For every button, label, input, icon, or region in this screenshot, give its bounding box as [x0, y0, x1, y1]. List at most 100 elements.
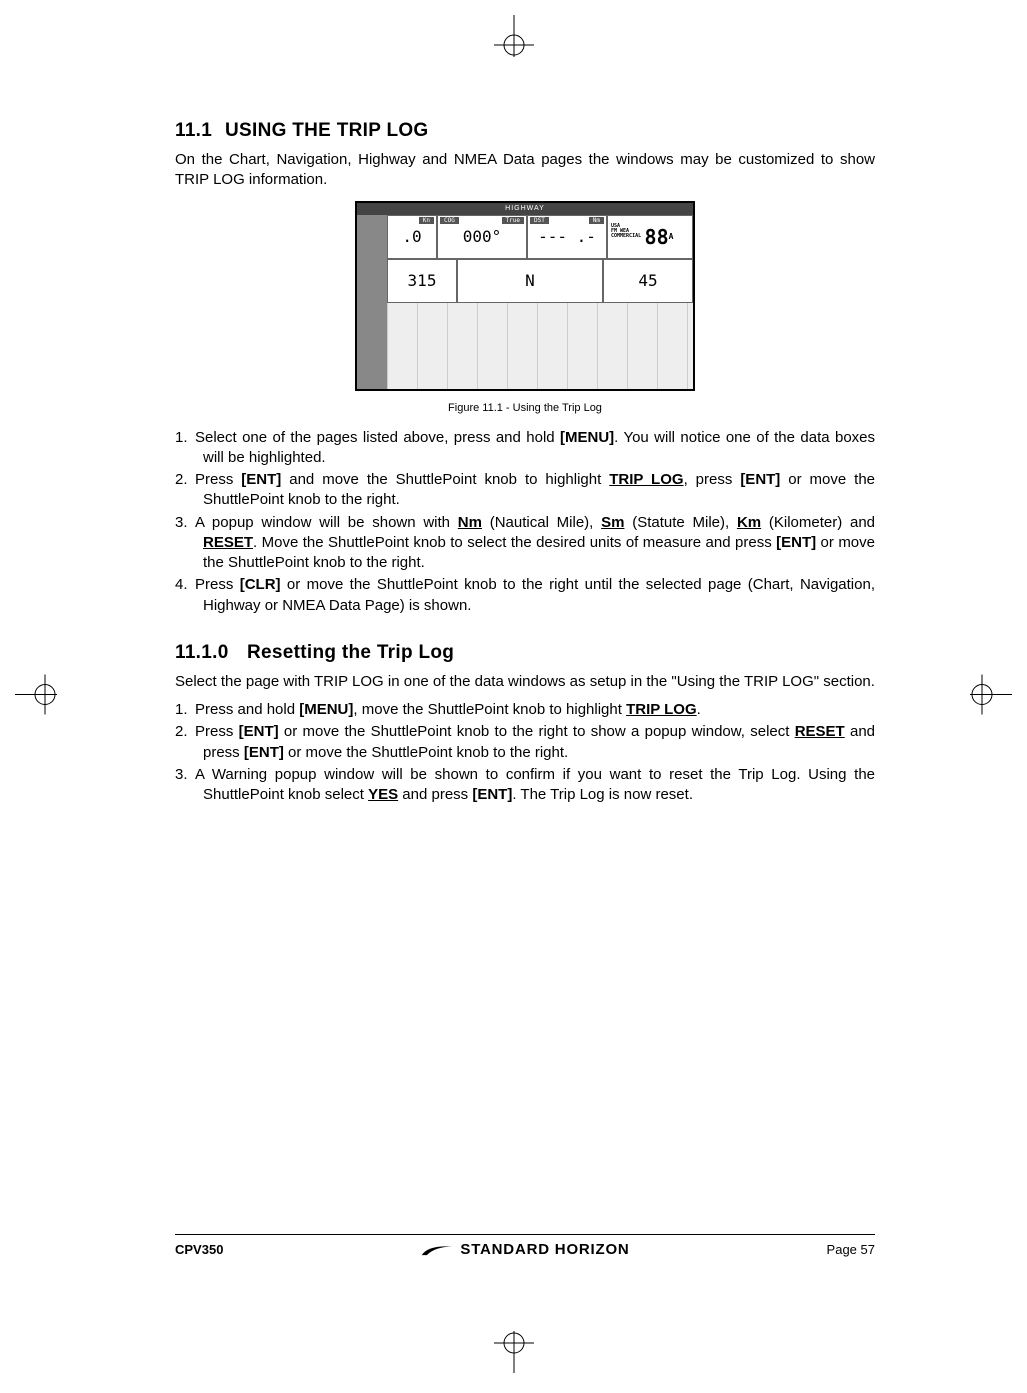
fig-value: 315 — [408, 271, 437, 290]
t: (Statute Mile), — [624, 514, 736, 531]
fig-value: .0 — [402, 227, 421, 246]
section-number: 11.1 — [175, 120, 225, 142]
list-item: 2.Press [ENT] or move the ShuttlePoint k… — [175, 722, 875, 763]
t: , move the ShuttlePoint knob to highligh… — [353, 701, 626, 718]
t: Press — [195, 723, 239, 740]
sub-intro-text: Select the page with TRIP LOG in one of … — [175, 672, 875, 692]
t: or move the ShuttlePoint knob to the rig… — [279, 723, 795, 740]
t: or move the ShuttlePoint knob to the rig… — [203, 576, 875, 613]
key: [ENT] — [776, 534, 816, 551]
t: A popup window will be shown with — [195, 514, 458, 531]
fig-value: 88 — [645, 225, 669, 249]
t: , press — [684, 471, 741, 488]
steps-list-a: 1.Select one of the pages listed above, … — [175, 428, 875, 616]
list-num: 3. — [175, 513, 195, 533]
t: Press — [195, 471, 241, 488]
fig-value: --- .- — [538, 227, 596, 246]
list-item: 4.Press [CLR] or move the ShuttlePoint k… — [175, 575, 875, 616]
t: and press — [398, 786, 472, 803]
footer-model: CPV350 — [175, 1242, 223, 1257]
fig-cell-cog: COG True 000° — [437, 215, 527, 259]
fig-label: Nm — [589, 217, 604, 224]
key: [CLR] — [240, 576, 281, 593]
figure-container: HIGHWAY Kn .0 COG True 000° DST Nm --- .… — [175, 201, 875, 414]
list-num: 4. — [175, 575, 195, 595]
fig-sidebar — [357, 215, 387, 389]
page-footer: CPV350 STANDARD HORIZON Page 57 — [175, 1234, 875, 1258]
list-item: 1.Press and hold [MENU], move the Shuttl… — [175, 700, 875, 720]
brand-swoosh-icon — [420, 1243, 454, 1257]
list-num: 2. — [175, 470, 195, 490]
list-item: 3.A popup window will be shown with Nm (… — [175, 513, 875, 574]
list-num: 3. — [175, 765, 195, 785]
fig-cell-dst: DST Nm --- .- — [527, 215, 607, 259]
key: [ENT] — [239, 723, 279, 740]
t: . The Trip Log is now reset. — [512, 786, 693, 803]
t: Press — [195, 576, 240, 593]
t: (Nautical Mile), — [482, 514, 601, 531]
ul: RESET — [795, 723, 845, 740]
ul: Nm — [458, 514, 482, 531]
page-content: 11.1USING THE TRIP LOG On the Chart, Nav… — [175, 120, 875, 807]
subsection-heading: 11.1.0Resetting the Trip Log — [175, 642, 875, 664]
t: and move the ShuttlePoint knob to highli… — [281, 471, 609, 488]
section-title: USING THE TRIP LOG — [225, 120, 429, 141]
fig-label: True — [502, 217, 524, 224]
t: (Kilometer) and — [761, 514, 875, 531]
fig-label: Kn — [419, 217, 434, 224]
key: [MENU] — [299, 701, 353, 718]
figure-caption: Figure 11.1 - Using the Trip Log — [175, 402, 875, 414]
fig-label: COG — [440, 217, 459, 224]
steps-list-b: 1.Press and hold [MENU], move the Shuttl… — [175, 700, 875, 805]
fig-row1: Kn .0 COG True 000° DST Nm --- .- USA FM — [387, 215, 693, 259]
ul: TRIP LOG — [626, 701, 697, 718]
footer-brand: STANDARD HORIZON — [420, 1241, 629, 1258]
crop-mark-left — [15, 659, 60, 734]
fig-value: 45 — [638, 271, 657, 290]
subsection-number: 11.1.0 — [175, 642, 247, 664]
t: . Move the ShuttlePoint knob to select t… — [253, 534, 776, 551]
t: Select one of the pages listed above, pr… — [195, 429, 560, 446]
fig-small: COMMERCIAL — [611, 234, 641, 239]
fig-highway-grid — [387, 303, 693, 389]
crop-mark-bottom — [479, 1328, 549, 1378]
footer-page: Page 57 — [827, 1242, 875, 1257]
list-item: 1.Select one of the pages listed above, … — [175, 428, 875, 469]
t: or move the ShuttlePoint knob to the rig… — [284, 744, 568, 761]
ul: YES — [368, 786, 398, 803]
list-item: 3.A Warning popup window will be shown t… — [175, 765, 875, 806]
ul: Km — [737, 514, 761, 531]
t: Press and hold — [195, 701, 299, 718]
ul: Sm — [601, 514, 624, 531]
key: [MENU] — [560, 429, 614, 446]
fig-value: N — [525, 271, 535, 290]
fig-cell-heading: 315 — [387, 259, 457, 303]
fig-cell-channel: USA FM WEA COMMERCIAL 88A — [607, 215, 693, 259]
fig-suffix: A — [669, 232, 674, 241]
intro-text: On the Chart, Navigation, Highway and NM… — [175, 150, 875, 191]
footer-brand-text: STANDARD HORIZON — [460, 1241, 629, 1258]
ul: RESET — [203, 534, 253, 551]
section-heading: 11.1USING THE TRIP LOG — [175, 120, 875, 142]
list-num: 2. — [175, 722, 195, 742]
key: [ENT] — [241, 471, 281, 488]
subsection-title: Resetting the Trip Log — [247, 642, 454, 663]
fig-cell-right: 45 — [603, 259, 693, 303]
key: [ENT] — [740, 471, 780, 488]
fig-cell-compass: N — [457, 259, 603, 303]
fig-value: 000° — [463, 227, 502, 246]
fig-label: DST — [530, 217, 549, 224]
crop-mark-right — [967, 659, 1012, 734]
fig-cell-speed: Kn .0 — [387, 215, 437, 259]
fig-row2: 315 N 45 — [387, 259, 693, 303]
figure-screenshot: HIGHWAY Kn .0 COG True 000° DST Nm --- .… — [355, 201, 695, 391]
ul: TRIP LOG — [609, 471, 683, 488]
t: . — [697, 701, 701, 718]
list-num: 1. — [175, 428, 195, 448]
list-item: 2.Press [ENT] and move the ShuttlePoint … — [175, 470, 875, 511]
list-num: 1. — [175, 700, 195, 720]
key: [ENT] — [472, 786, 512, 803]
key: [ENT] — [244, 744, 284, 761]
fig-titlebar: HIGHWAY — [357, 203, 693, 215]
crop-mark-top — [479, 15, 549, 65]
